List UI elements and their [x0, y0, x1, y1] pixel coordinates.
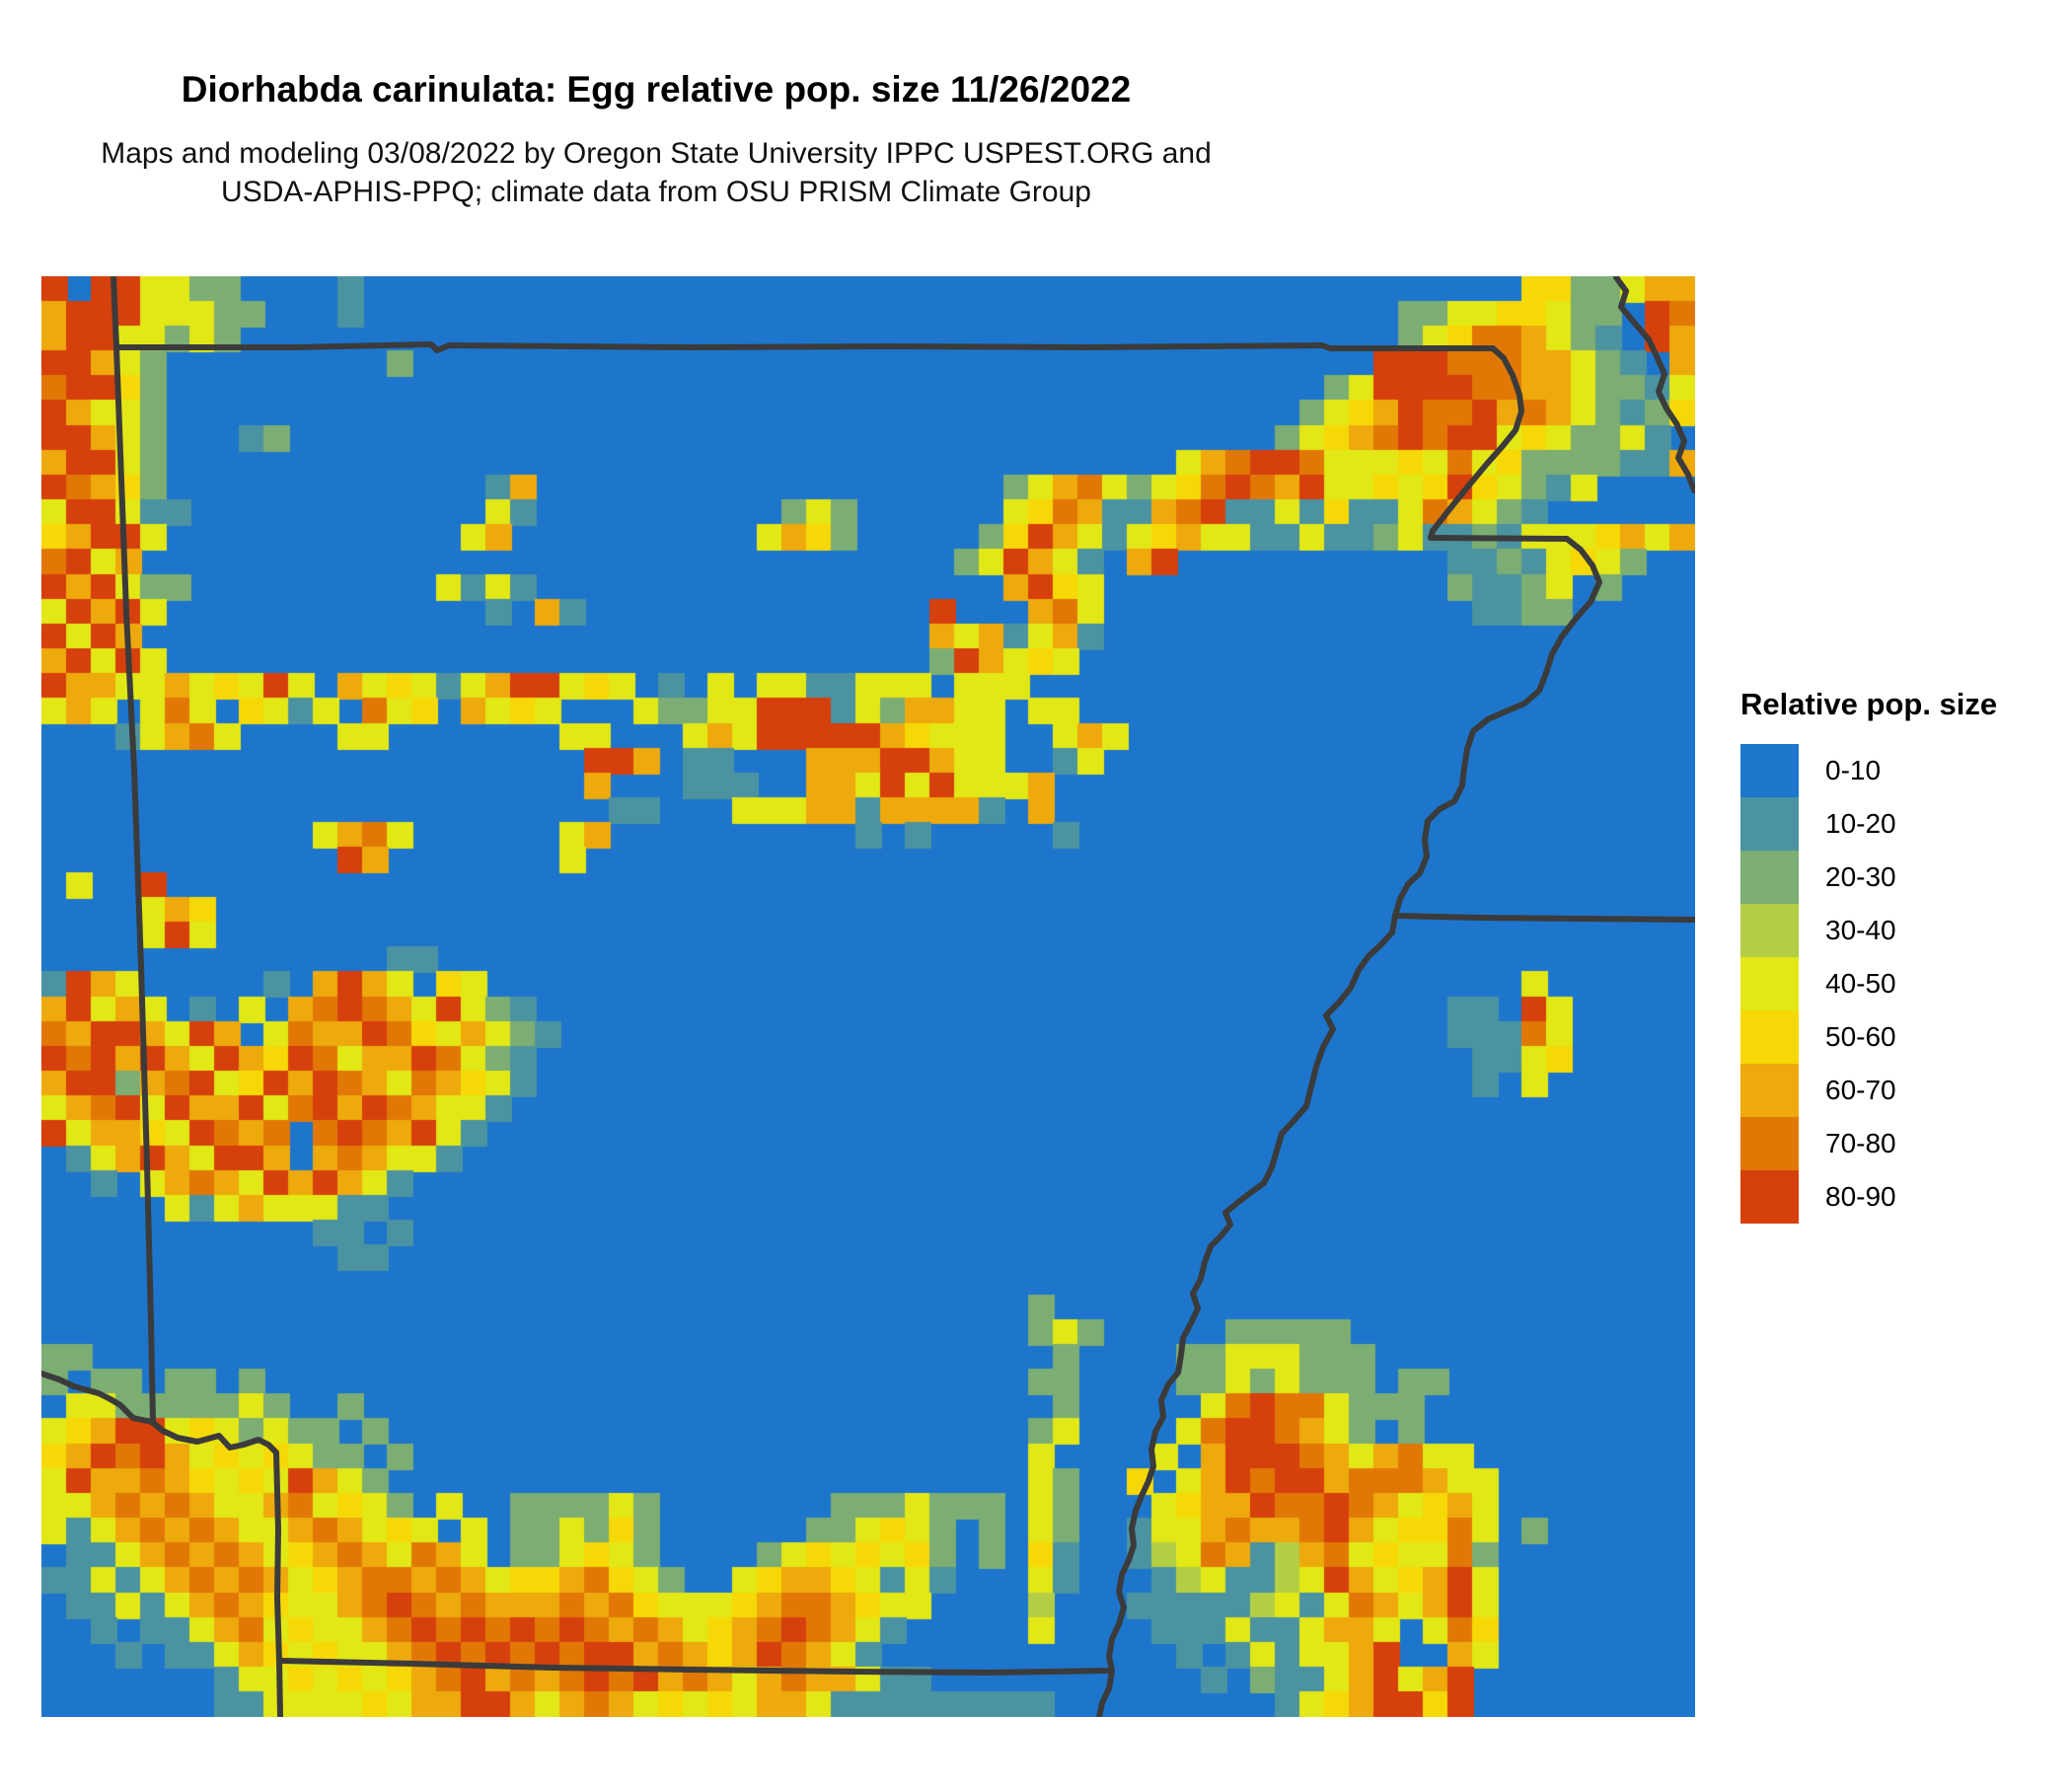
- page-title: Diorhabda carinulata: Egg relative pop. …: [181, 69, 1132, 110]
- legend: Relative pop. size 0-10 10-20 20-30 30-40 40…: [1740, 687, 2066, 1224]
- page-subtitle: Maps and modeling 03/08/2022 by Oregon S…: [0, 134, 1312, 211]
- legend-swatch: [1740, 1117, 1799, 1170]
- legend-label: 0-10: [1825, 755, 1882, 785]
- legend-label: 70-80: [1825, 1128, 1896, 1158]
- legend-swatch: [1740, 1170, 1799, 1224]
- legend-item: 10-20: [1740, 797, 2066, 851]
- legend-item: 50-60: [1740, 1010, 2066, 1064]
- legend-swatch: [1740, 744, 1799, 797]
- legend-swatch: [1740, 1064, 1799, 1117]
- legend-swatch: [1740, 797, 1799, 851]
- subtitle-line-1: Maps and modeling 03/08/2022 by Oregon S…: [101, 137, 1212, 170]
- raster-grid-canvas: [41, 276, 1695, 1717]
- subtitle-line-2: USDA-APHIS-PPQ; climate data from OSU PR…: [221, 176, 1091, 208]
- legend-swatch: [1740, 1010, 1799, 1064]
- legend-item: 20-30: [1740, 851, 2066, 904]
- legend-label: 50-60: [1825, 1021, 1896, 1052]
- legend-label: 30-40: [1825, 915, 1896, 945]
- risk-map: [41, 276, 1695, 1717]
- legend-label: 60-70: [1825, 1075, 1896, 1105]
- legend-label: 40-50: [1825, 968, 1896, 999]
- legend-title: Relative pop. size: [1740, 687, 1998, 721]
- legend-item: 60-70: [1740, 1064, 2066, 1117]
- legend-label: 80-90: [1825, 1181, 1896, 1212]
- legend-item: 30-40: [1740, 904, 2066, 957]
- legend-swatch: [1740, 957, 1799, 1010]
- legend-item: 70-80: [1740, 1117, 2066, 1170]
- legend-label: 20-30: [1825, 861, 1896, 892]
- legend-swatch: [1740, 851, 1799, 904]
- legend-item: 80-90: [1740, 1170, 2066, 1224]
- map-header: Diorhabda carinulata: Egg relative pop. …: [0, 69, 1312, 211]
- legend-item: 40-50: [1740, 957, 2066, 1010]
- legend-item: 0-10: [1740, 744, 2066, 797]
- legend-items: 0-10 10-20 20-30 30-40 40-50 50-60 60-70 70-80 8…: [1740, 744, 2066, 1224]
- legend-label: 10-20: [1825, 808, 1896, 839]
- legend-swatch: [1740, 904, 1799, 957]
